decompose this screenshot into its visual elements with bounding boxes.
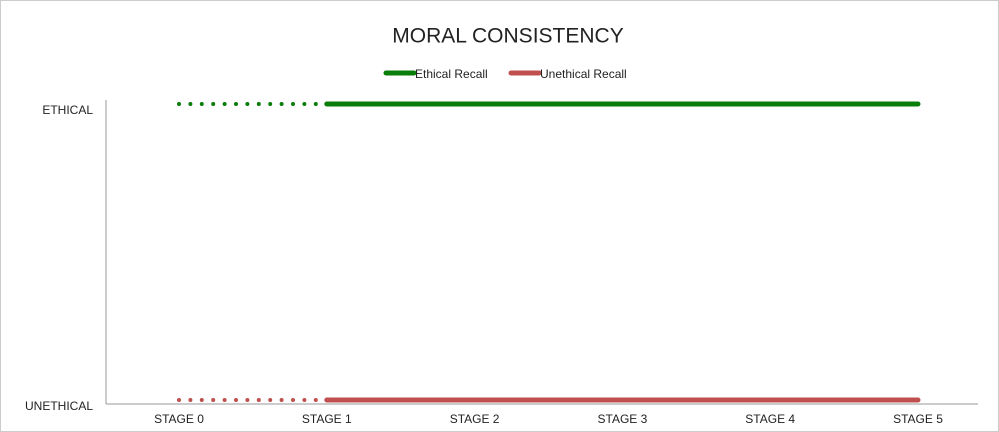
y-tick-label: UNETHICAL xyxy=(25,399,93,413)
x-tick-label: STAGE 5 xyxy=(893,412,943,426)
chart-title: MORAL CONSISTENCY xyxy=(392,25,623,48)
x-tick-label: STAGE 3 xyxy=(598,412,648,426)
y-tick-label: ETHICAL xyxy=(42,103,93,117)
legend-label: Ethical Recall xyxy=(415,67,488,81)
x-tick-label: STAGE 0 xyxy=(154,412,204,426)
x-tick-label: STAGE 2 xyxy=(450,412,500,426)
x-tick-label: STAGE 1 xyxy=(302,412,352,426)
x-tick-label: STAGE 4 xyxy=(745,412,795,426)
legend-label: Unethical Recall xyxy=(540,67,627,81)
